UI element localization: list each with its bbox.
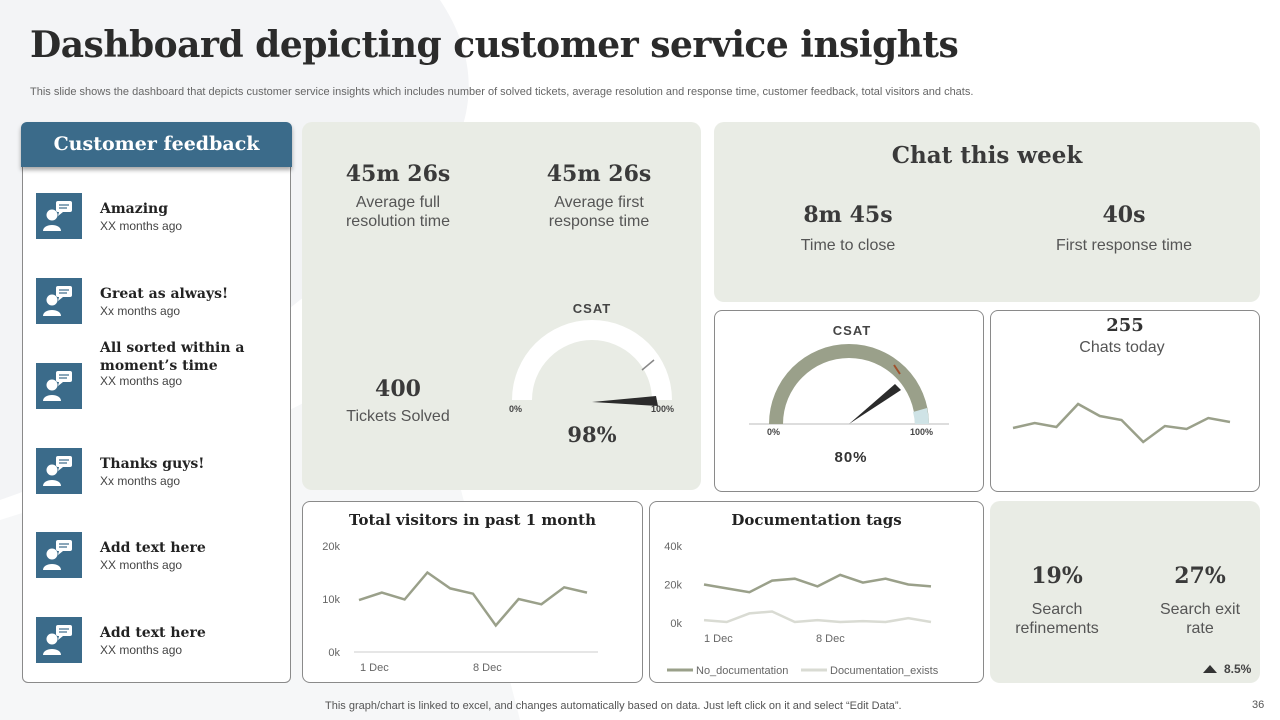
chat-week-panel — [714, 122, 1260, 302]
csat-max-label: 100% — [651, 404, 675, 414]
y-tick-label: 40k — [664, 541, 682, 553]
series-line-0 — [703, 573, 932, 594]
chats-line — [1012, 402, 1231, 444]
user-chat-icon — [36, 193, 82, 239]
documentation-panel — [649, 501, 984, 683]
csat2-title: CSAT — [832, 323, 872, 338]
feedback-title: Thanks guys! — [100, 456, 205, 472]
feedback-time: Xx months ago — [100, 474, 181, 488]
response-time-label: Average first response time — [548, 194, 650, 230]
feedback-header: Customer feedback — [21, 122, 292, 167]
chats-today-panel — [990, 310, 1260, 492]
user-chat-icon — [36, 363, 82, 409]
x-tick-label: 8 Dec — [816, 633, 845, 645]
feedback-title: Add text here — [100, 625, 206, 641]
y-tick-label: 10k — [322, 594, 340, 606]
csat2-min-label: 0% — [767, 427, 781, 437]
csat-gauge-title: CSAT — [572, 301, 612, 316]
page-title: Dashboard depicting customer service ins… — [30, 24, 959, 66]
y-tick-label: 0k — [328, 647, 340, 659]
page-number: 36 — [1252, 699, 1265, 711]
search-exit-label: Search exit rate — [1159, 601, 1241, 637]
feedback-title: Great as always! — [100, 286, 229, 302]
chats-today-value: 255 — [1106, 315, 1144, 336]
feedback-title: All sorted within a moment’s time — [100, 340, 245, 374]
y-tick-label: 20k — [322, 541, 340, 553]
legend-label: Documentation_exists — [830, 665, 939, 677]
search-panel — [990, 501, 1260, 683]
csat-panel — [714, 310, 984, 492]
documentation-chart: 0k 20k 40k 1 Dec 8 Dec No_documentation Docume… — [664, 541, 939, 677]
first-response-label: First response time — [1055, 237, 1193, 254]
user-chat-icon — [36, 278, 82, 324]
y-tick-label: 0k — [670, 618, 682, 630]
y-tick-label: 20k — [664, 580, 682, 592]
visitors-line — [358, 570, 588, 628]
search-refinements-value: 19% — [1031, 563, 1083, 589]
gauge-marker — [893, 364, 901, 375]
chats-today-label: Chats today — [1079, 339, 1165, 356]
feedback-time: XX months ago — [100, 558, 183, 572]
csat-gauge-1 — [512, 320, 672, 406]
visitors-chart-title: Total visitors in past 1 month — [349, 511, 596, 529]
user-chat-icon — [36, 448, 82, 494]
first-response-value: 40s — [1102, 202, 1146, 228]
legend-label: No_documentation — [696, 665, 788, 677]
search-exit-value: 27% — [1174, 563, 1226, 589]
feedback-time: XX months ago — [100, 374, 183, 388]
x-tick-label: 1 Dec — [360, 662, 389, 674]
tickets-panel — [302, 122, 701, 490]
gauge-needle — [592, 396, 658, 406]
csat-value: 98% — [567, 422, 617, 447]
x-tick-label: 1 Dec — [704, 633, 733, 645]
tickets-solved-value: 400 — [375, 376, 421, 402]
csat2-value: 80% — [834, 449, 868, 466]
gauge-marker — [641, 359, 655, 371]
visitors-chart: 0k 10k 20k 1 Dec 8 Dec — [322, 541, 598, 674]
tickets-solved-label: Tickets Solved — [346, 408, 450, 425]
csat-min-label: 0% — [509, 404, 523, 414]
search-trend-value: 8.5% — [1224, 662, 1252, 676]
trend-up-icon — [1203, 665, 1217, 673]
time-to-close-value: 8m 45s — [803, 202, 893, 228]
chat-week-title: Chat this week — [891, 142, 1083, 169]
csat-gauge-2 — [749, 344, 949, 425]
response-time-value: 45m 26s — [546, 161, 652, 187]
feedback-time: XX months ago — [100, 643, 183, 657]
x-tick-label: 8 Dec — [473, 662, 502, 674]
feedback-time: Xx months ago — [100, 304, 181, 318]
resolution-time-value: 45m 26s — [345, 161, 451, 187]
footer-note: This graph/chart is linked to excel, and… — [325, 700, 902, 712]
resolution-time-label: Average full resolution time — [345, 194, 451, 230]
feedback-title: Add text here — [100, 540, 206, 556]
search-refinements-label: Search refinements — [1015, 601, 1099, 637]
feedback-title: Amazing — [100, 201, 168, 217]
feedback-time: XX months ago — [100, 219, 183, 233]
documentation-chart-title: Documentation tags — [731, 511, 902, 529]
gauge-arc — [512, 320, 672, 400]
csat2-max-label: 100% — [910, 427, 934, 437]
gauge-needle — [849, 384, 901, 424]
page-subtitle: This slide shows the dashboard that depi… — [30, 86, 974, 98]
user-chat-icon — [36, 617, 82, 663]
gauge-arc — [769, 344, 929, 424]
time-to-close-label: Time to close — [800, 237, 896, 254]
series-line-1 — [703, 610, 932, 624]
gauge-arc-end — [913, 408, 929, 424]
user-chat-icon — [36, 532, 82, 578]
chats-today-chart — [1012, 402, 1231, 444]
